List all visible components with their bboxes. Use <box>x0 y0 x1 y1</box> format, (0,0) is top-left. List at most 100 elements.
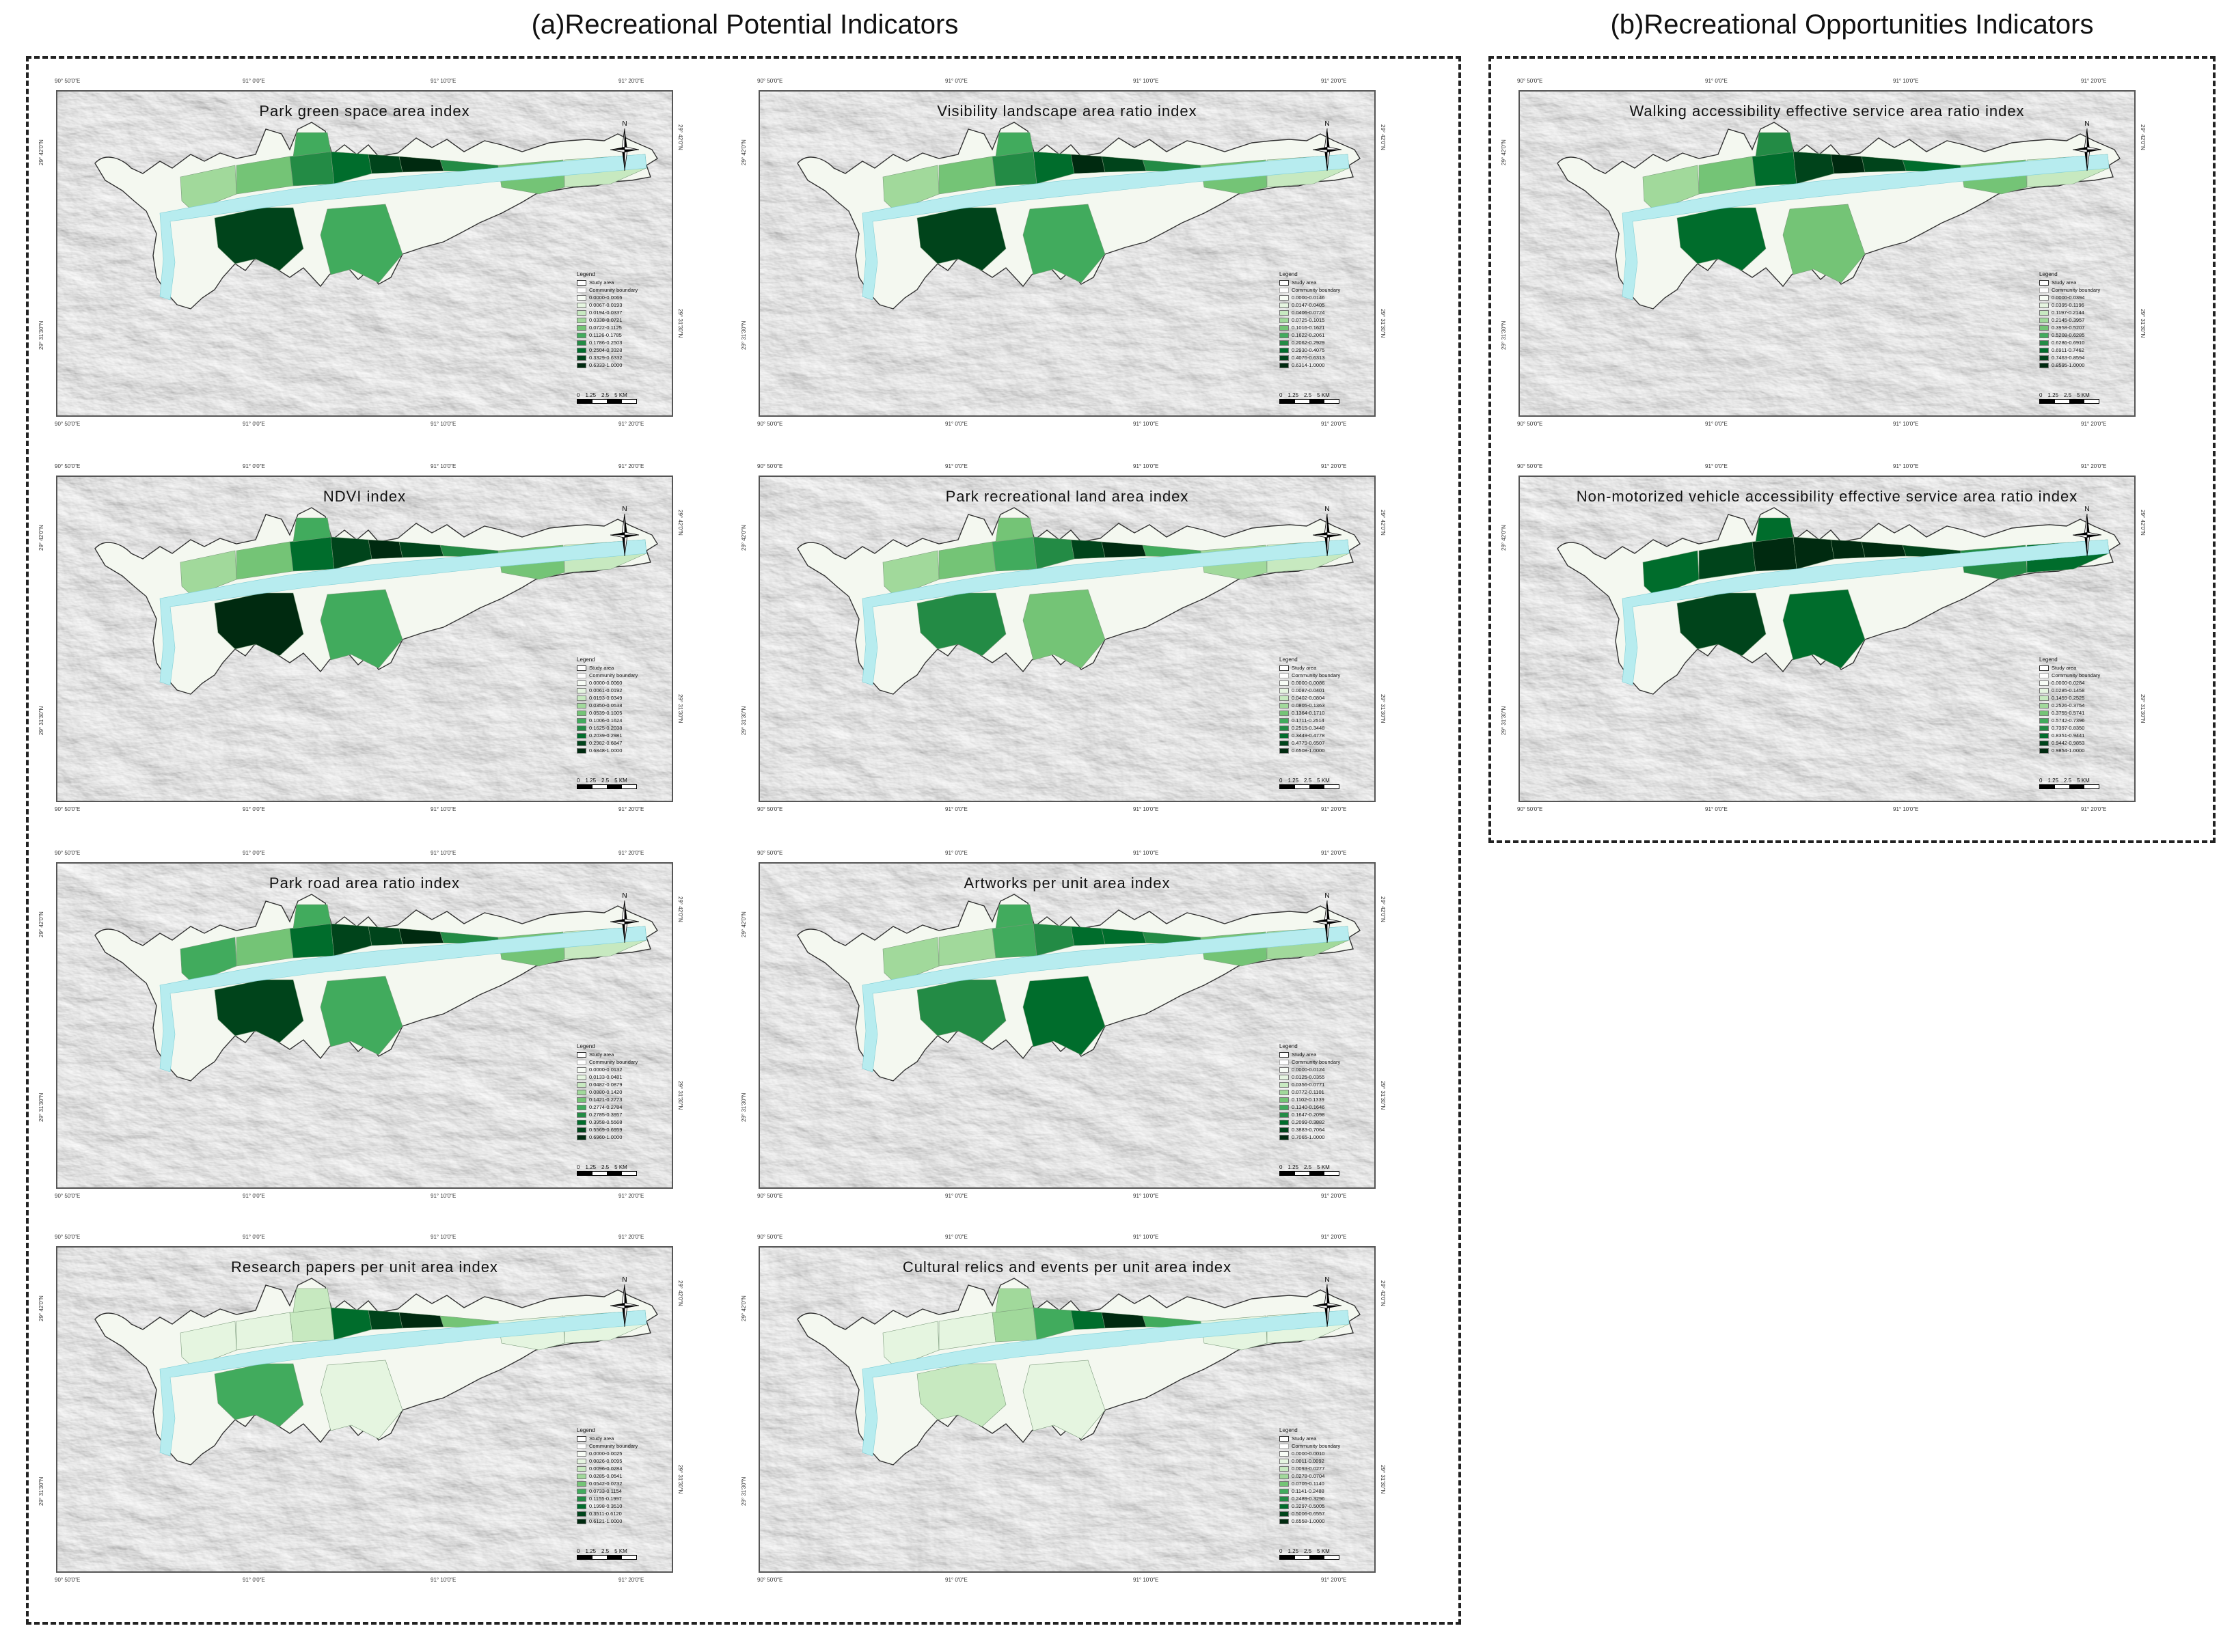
longitude-label: 91° 10′0″E <box>431 1193 457 1199</box>
legend-label: 0.1197-0.2144 <box>2052 309 2084 316</box>
legend-item: 0.9442-0.9853 <box>2039 739 2100 747</box>
longitude-label: 90° 50′0″E <box>55 850 81 856</box>
legend-label: 0.0061-0.0192 <box>589 687 623 693</box>
legend-label: 0.7463-0.8594 <box>2052 355 2085 361</box>
legend-swatch <box>577 747 586 754</box>
legend-label: Community boundary <box>1292 287 1341 293</box>
map-panel: 90° 50′0″E 90° 50′0″E 91° 0′0″E 91° 0′0″E 91… <box>1490 63 2165 445</box>
legend-item: Study area <box>577 664 638 672</box>
longitude-label: 91° 10′0″E <box>431 463 457 469</box>
legend-label: 0.5742-0.7396 <box>2052 717 2085 724</box>
legend-swatch <box>2039 702 2049 708</box>
legend-item: 0.1998-0.3510 <box>577 1502 638 1510</box>
latitude-label: 29° 42′0″N <box>677 896 683 922</box>
legend-label: Community boundary <box>1292 1059 1341 1065</box>
legend-swatch <box>577 347 586 353</box>
legend-title: Legend <box>1279 657 1298 663</box>
community-zone <box>320 204 403 284</box>
community-zone <box>1752 151 1797 187</box>
legend-swatch <box>1279 1435 1289 1442</box>
legend-item: 0.0000-0.0394 <box>2039 294 2100 301</box>
legend: Legend Study area Community boundary 0.0000… <box>577 656 638 754</box>
legend-label: 0.0000-0.0394 <box>2052 294 2085 301</box>
legend-item: 0.0880-0.1420 <box>577 1088 638 1096</box>
study-area-map <box>94 1278 658 1465</box>
legend-title: Legend <box>2039 271 2058 277</box>
legend-swatch <box>2039 317 2049 323</box>
legend-swatch <box>577 710 586 716</box>
legend-swatch <box>577 1503 586 1509</box>
scale-label: 5 KM <box>614 392 627 398</box>
longitude-label: 90° 50′0″E <box>757 421 783 427</box>
legend-label: 0.7397-0.8350 <box>2052 725 2085 731</box>
scale-bar: 0 1.25 2.5 5 KM <box>1279 1164 1339 1176</box>
legend-swatch <box>577 695 586 701</box>
legend-item: Community boundary <box>1279 1058 1340 1066</box>
scale-label: 2.5 <box>601 1164 610 1170</box>
scale-label: 0 <box>2039 392 2043 398</box>
legend-label: 0.1126-0.1785 <box>589 332 622 338</box>
legend-swatch <box>577 717 586 724</box>
longitude-label: 90° 50′0″E <box>757 78 783 84</box>
legend-swatch <box>2039 725 2049 731</box>
north-label: N <box>1324 1276 1329 1284</box>
legend-item: 0.3958-0.5207 <box>2039 324 2100 331</box>
legend-label: 0.1155-0.1997 <box>589 1496 622 1502</box>
community-zone <box>368 926 403 946</box>
map-frame: Non-motorized vehicle accessibility effe… <box>1518 476 2136 802</box>
legend-label: 0.9854-1.0000 <box>2052 747 2085 754</box>
latitude-label: 29° 42′0″N <box>38 1295 44 1321</box>
river <box>159 154 647 301</box>
longitude-label: 90° 50′0″E <box>55 78 81 84</box>
scale-label: 2.5 <box>2064 392 2072 398</box>
legend-title: Legend <box>2039 657 2058 663</box>
map-title: Park green space area index <box>259 102 470 120</box>
legend-swatch <box>577 1450 586 1457</box>
legend-item: 0.3755-0.5741 <box>2039 709 2100 717</box>
legend-item: 0.0395-0.1196 <box>2039 301 2100 309</box>
community-zone <box>916 979 1007 1043</box>
legend-swatch <box>1279 1066 1289 1073</box>
legend-label: 0.1459-0.2525 <box>2052 695 2085 701</box>
map-frame: Artworks per unit area index N Legend Study… <box>759 862 1376 1189</box>
legend-label: 0.6286-0.6910 <box>2052 340 2085 346</box>
longitude-label: 91° 0′0″E <box>945 806 968 812</box>
legend-swatch <box>1279 1104 1289 1110</box>
longitude-label: 91° 10′0″E <box>1133 463 1159 469</box>
legend-item: 0.6286-0.6910 <box>2039 339 2100 346</box>
legend-label: 0.1647-0.2098 <box>1292 1112 1325 1118</box>
legend-label: 0.1711-0.2514 <box>1292 717 1324 724</box>
legend-swatch <box>1279 1488 1289 1494</box>
community-zone <box>1676 207 1767 271</box>
longitude-label: 91° 0′0″E <box>243 421 265 427</box>
legend-swatch <box>1279 340 1289 346</box>
legend-item: 0.0000-0.0025 <box>577 1450 638 1457</box>
legend-item: 0.2785-0.3957 <box>577 1111 638 1118</box>
community-zone <box>292 517 331 542</box>
legend-swatch <box>577 1511 586 1517</box>
legend-item: 0.0725-0.1015 <box>1279 316 1340 324</box>
legend-item: Community boundary <box>2039 286 2100 294</box>
north-arrow-icon: N <box>2072 120 2102 171</box>
scale-label: 1.25 <box>1288 1548 1299 1554</box>
river <box>159 539 647 686</box>
legend-item: 0.1006-0.1624 <box>577 717 638 724</box>
legend-swatch <box>577 340 586 346</box>
longitude-label: 91° 10′0″E <box>431 421 457 427</box>
legend-label: 0.1340-0.1646 <box>1292 1104 1325 1110</box>
longitude-label: 90° 50′0″E <box>757 1577 783 1583</box>
legend-swatch <box>577 1119 586 1125</box>
legend-label: 0.0722-0.1125 <box>589 325 622 331</box>
legend-item: 0.2062-0.2929 <box>1279 339 1340 346</box>
legend-label: 0.0725-0.1015 <box>1292 317 1325 323</box>
legend-label: 0.0147-0.0405 <box>1292 302 1325 308</box>
community-zone <box>1676 592 1767 657</box>
latitude-label: 29° 31′30″N <box>1501 320 1507 350</box>
map-title: Visibility landscape area ratio index <box>937 102 1197 120</box>
community-zone <box>214 1363 304 1427</box>
map-title: Research papers per unit area index <box>231 1258 498 1276</box>
legend-swatch <box>577 355 586 361</box>
scale-label: 5 KM <box>614 1164 627 1170</box>
legend-swatch <box>1279 1473 1289 1479</box>
legend-swatch <box>2039 355 2049 361</box>
